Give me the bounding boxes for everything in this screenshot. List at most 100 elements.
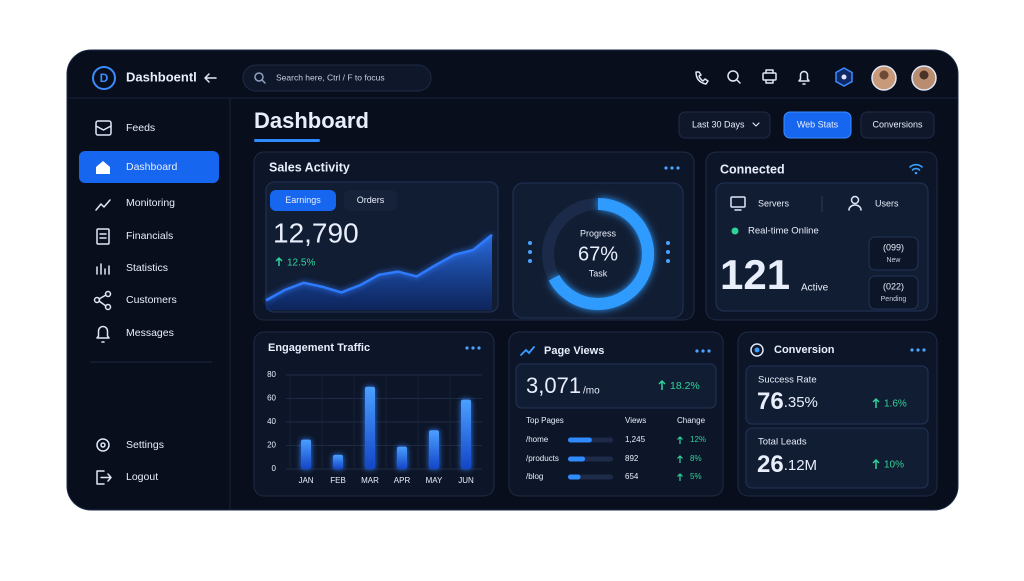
y-tick-label: 0 [272,464,277,473]
donut-caption: Task [589,268,608,278]
card-title: Conversion [774,344,835,356]
x-tick-label: JAN [298,476,313,485]
up-arrow [677,436,683,444]
views: 654 [625,472,639,481]
line [265,233,493,302]
x-tick-label: JUN [458,476,474,485]
bar [301,439,311,469]
change: 8% [690,454,702,463]
nav-icons [93,120,112,485]
nav-item[interactable]: Logout [126,471,158,483]
status-dot [731,227,739,235]
active-nav [79,151,219,183]
kpi-label: Active [801,283,829,294]
bar [568,474,581,480]
panel [515,363,717,409]
nav-item[interactable]: Feeds [126,122,155,134]
card-title: Page Views [544,345,604,357]
bar [568,456,586,462]
column-header: Views [625,416,646,425]
tab[interactable] [270,190,336,211]
print-icon[interactable] [762,72,777,81]
kpi-value: 12,790 [273,217,359,248]
search-icon[interactable] [727,70,739,82]
label: Servers [758,198,790,208]
y-tick-label: 40 [267,417,276,426]
kpi-unit: /mo [583,386,600,397]
kpi-value: 26.12M [757,451,817,478]
brand: Dashboentl [126,69,197,84]
page-title: Dashboard [254,108,369,133]
badge [868,275,919,310]
filter-label: Last 30 Days [692,119,745,129]
bar [365,386,375,469]
bar [429,430,439,469]
card-title: Engagement Traffic [268,342,370,354]
kpi-label: Success Rate [758,375,817,386]
kpi-value: 76.35% [757,388,818,415]
search-box[interactable] [242,64,432,92]
up-arrow [677,473,683,481]
area [266,234,492,310]
donut-value: 67% [578,243,618,265]
more-menu[interactable] [910,348,926,352]
filter-button[interactable] [678,111,771,139]
nav-item[interactable]: Customers [126,294,177,306]
filter-button[interactable] [860,111,935,139]
badge-value: (099) [883,242,904,252]
card-title: Sales Activity [269,160,350,174]
nav-item[interactable]: Messages [126,327,174,339]
status: Real-time Online [748,226,819,237]
kpi-change: 1.6% [884,399,907,410]
x-tick-label: APR [394,476,411,485]
views: 1,245 [625,435,646,444]
donut-arc [542,198,654,310]
nav-item[interactable]: Financials [126,230,173,242]
back-button[interactable] [204,73,217,83]
nav-item[interactable]: Settings [126,439,164,451]
page-path: /products [526,454,559,463]
column-header: Top Pages [526,416,564,425]
badge [868,236,919,271]
kpi-label: Total Leads [758,437,807,448]
nav-item[interactable]: Monitoring [126,197,175,209]
bar [333,454,343,469]
kpi-change: 10% [884,460,904,471]
y-tick-label: 60 [267,394,276,403]
tab[interactable] [344,190,397,211]
filter-label: Conversions [872,119,923,129]
x-tick-label: MAR [361,476,379,485]
search-placeholder: Search here, Ctrl / F to focus [276,72,385,82]
tab-label: Earnings [285,195,321,205]
card-title: Connected [720,162,785,176]
tab-label: Orders [357,195,385,205]
svg-text:D: D [100,71,109,85]
y-tick-label: 80 [267,370,276,379]
badge-label: Pending [881,296,907,303]
filter-label: Web Stats [797,119,839,129]
bar [568,437,592,443]
phone-icon[interactable] [695,71,709,85]
nav-item[interactable]: Dashboard [126,161,178,173]
kpi-value: 3,071 [526,373,581,398]
y-tick-label: 20 [267,441,276,450]
filter-button[interactable] [783,111,852,139]
column-header: Change [677,416,706,425]
up-arrow [677,455,683,463]
more-menu[interactable] [664,166,680,170]
change: 12% [690,435,706,444]
pager-dots [528,241,670,263]
label: Users [875,198,899,208]
bell-icon[interactable] [798,70,810,85]
logo [92,66,116,90]
badge-label: New [886,257,901,264]
nav-item[interactable]: Statistics [126,262,168,274]
more-menu[interactable] [465,346,481,350]
donut-label: Progress [580,228,617,238]
kpi-change: 18.2% [670,380,700,392]
title-underline [254,139,320,142]
more-menu[interactable] [695,349,711,353]
kpi-value: 121 [720,251,790,298]
badge-value: (022) [883,281,904,291]
